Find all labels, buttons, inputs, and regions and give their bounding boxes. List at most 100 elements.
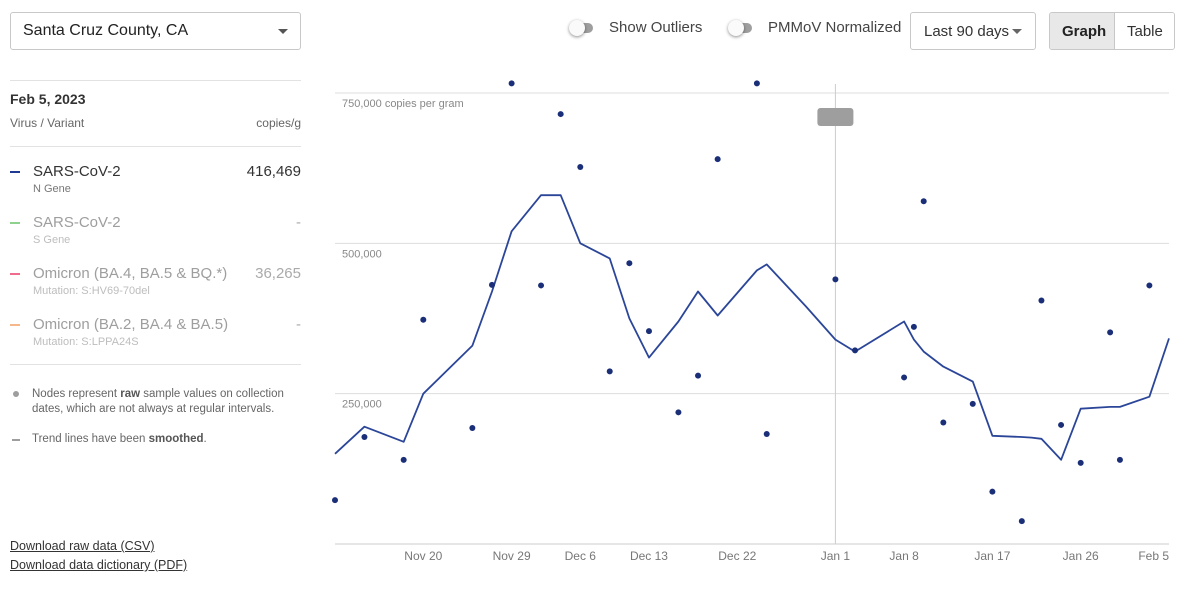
note-text: sample values on collection dates, which… [32,388,284,415]
data-point[interactable] [361,433,368,440]
download-dictionary-link[interactable]: Download data dictionary (PDF) [10,558,188,572]
data-point[interactable] [1077,459,1084,466]
data-point[interactable] [400,456,407,463]
legend-swatch [10,222,20,224]
data-point[interactable] [910,323,917,330]
data-point[interactable] [1038,297,1045,304]
pmmov-normalized-label: PMMoV Normalized [768,19,902,36]
note-emphasis: raw [120,388,141,400]
virus-column-header: Virus / Variant [10,116,85,130]
data-point[interactable] [332,497,338,504]
toggle-knob [728,19,744,36]
pmmov-normalized-toggle[interactable]: PMMoV Normalized [728,19,902,36]
toggle-switch[interactable] [569,19,593,36]
toggle-knob [569,19,585,36]
legend-value: - [296,214,301,231]
x-tick-label: Jan 8 [889,549,919,563]
legend-value: - [296,316,301,333]
data-point[interactable] [852,347,859,354]
download-csv-link[interactable]: Download raw data (CSV) [10,539,155,553]
note-text: Trend lines have been [32,433,149,445]
x-tick-label: Jan 1 [821,549,851,563]
y-tick-label: 250,000 [342,399,382,411]
data-point[interactable] [832,276,839,283]
data-point[interactable] [753,80,760,87]
wastewater-chart[interactable]: 250,000 500,000 750,000 copies per gram Nov… [330,70,1175,580]
data-point[interactable] [577,163,584,170]
x-tick-label: Nov 29 [493,549,531,563]
divider [10,80,301,81]
y-tick-label: 750,000 copies per gram [342,98,464,110]
legend-swatch [10,171,20,173]
legend-name: Omicron (BA.4, BA.5 & BQ.*) [33,265,228,282]
legend-name: Omicron (BA.2, BA.4 & BA.5) [33,316,229,333]
data-point[interactable] [1058,421,1065,428]
copies-column-header: copies/g [256,116,301,130]
data-point[interactable] [538,282,545,289]
data-point[interactable] [606,368,613,375]
data-point[interactable] [557,111,564,118]
legend-name: SARS-CoV-2 [33,214,121,231]
data-point[interactable] [488,281,495,288]
x-tick-label: Dec 13 [630,549,668,563]
legend-value: 416,469 [246,163,301,180]
legend-swatch [10,273,20,275]
data-point[interactable] [675,409,682,416]
divider [10,146,301,147]
legend-name: SARS-CoV-2 [33,163,121,180]
show-outliers-label: Show Outliers [609,19,703,36]
data-point[interactable] [989,488,996,495]
trend-note: Trend lines have been smoothed. [10,432,301,447]
data-point[interactable] [469,424,476,431]
selected-date: Feb 5, 2023 [10,91,86,107]
legend-value: 36,265 [255,265,301,282]
hover-tooltip [817,108,854,126]
x-tick-label: Dec 6 [565,549,597,563]
data-point[interactable] [1018,518,1025,525]
legend-sub: S Gene [33,234,71,246]
chevron-down-icon [1012,28,1022,34]
toggle-switch[interactable] [728,19,752,36]
x-tick-label: Jan 26 [1063,549,1099,563]
view-toggle: Graph Table [1049,12,1175,50]
data-point[interactable] [920,198,927,205]
data-point[interactable] [645,328,652,335]
data-point[interactable] [714,156,721,163]
legend-sub: Mutation: S:LPPA24S [33,336,139,348]
note-text: Nodes represent [32,388,121,400]
data-point[interactable] [969,400,976,407]
date-range-value: Last 90 days [924,22,1010,40]
dot-icon [13,391,19,397]
data-point[interactable] [695,372,702,379]
data-point[interactable] [1107,329,1114,336]
data-point[interactable] [940,419,947,426]
data-point[interactable] [508,80,515,87]
data-point[interactable] [763,430,770,437]
divider [10,364,301,365]
data-point[interactable] [901,374,908,381]
date-range-select[interactable]: Last 90 days [910,12,1036,50]
data-point[interactable] [420,316,427,323]
location-value: Santa Cruz County, CA [23,22,189,39]
legend-swatch [10,324,20,326]
chevron-down-icon [278,28,288,34]
x-tick-label: Jan 17 [974,549,1010,563]
legend-sub: N Gene [33,183,71,195]
data-point[interactable] [1146,282,1153,289]
y-tick-label: 500,000 [342,248,382,260]
nodes-note: Nodes represent raw sample values on col… [10,387,301,417]
x-tick-label: Dec 22 [718,549,756,563]
x-tick-label: Nov 20 [404,549,442,563]
location-select[interactable]: Santa Cruz County, CA [10,12,301,50]
note-text: . [203,433,207,445]
graph-button[interactable]: Graph [1050,13,1115,49]
show-outliers-toggle[interactable]: Show Outliers [569,19,703,36]
data-point[interactable] [626,260,633,267]
table-button[interactable]: Table [1115,13,1174,49]
data-point[interactable] [1116,456,1123,463]
line-icon [12,439,20,441]
note-emphasis: smoothed [148,433,204,445]
trend-line [334,194,1170,461]
x-tick-label: Feb 5 [1138,549,1169,563]
legend-sub: Mutation: S:HV69-70del [33,285,150,297]
